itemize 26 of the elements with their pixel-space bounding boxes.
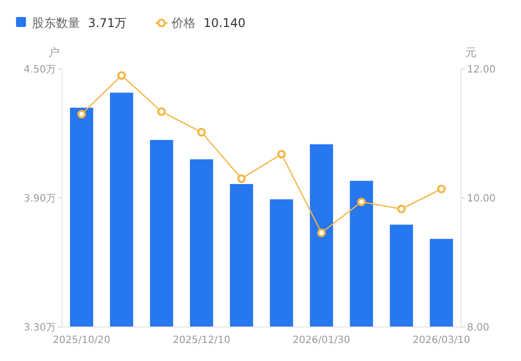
y-axis-title: 户 [48,46,60,59]
point [117,71,126,80]
point [237,174,246,183]
x-tick-label: 2026/01/30 [292,335,350,346]
point [317,228,326,238]
legend-label: 股东数量 [32,16,80,30]
point [157,107,166,116]
point [357,198,366,206]
x-tick-label: 2026/03/10 [412,335,470,346]
y-tick-label: 3.90万 [24,194,56,204]
text: 3.71万 [88,16,127,30]
y2-tick-label: 8.00 [467,322,490,334]
y-tick-label: 4.50万 [24,64,56,76]
y2-tick-label: 10.00 [467,194,496,204]
x-tick-label: 2025/12/10 [172,335,230,346]
point [437,184,446,194]
legend-label: 价格 [170,16,196,30]
y-tick-label: 3.30万 [24,322,56,334]
text: 10.140 [204,16,246,30]
y2-axis-title: 元 [466,46,476,59]
point [397,204,406,214]
point [77,110,86,118]
x-tick-label: 2025/10/20 [52,335,110,346]
y2-tick-label: 12.00 [467,64,496,76]
point [197,128,206,137]
point [277,150,286,158]
